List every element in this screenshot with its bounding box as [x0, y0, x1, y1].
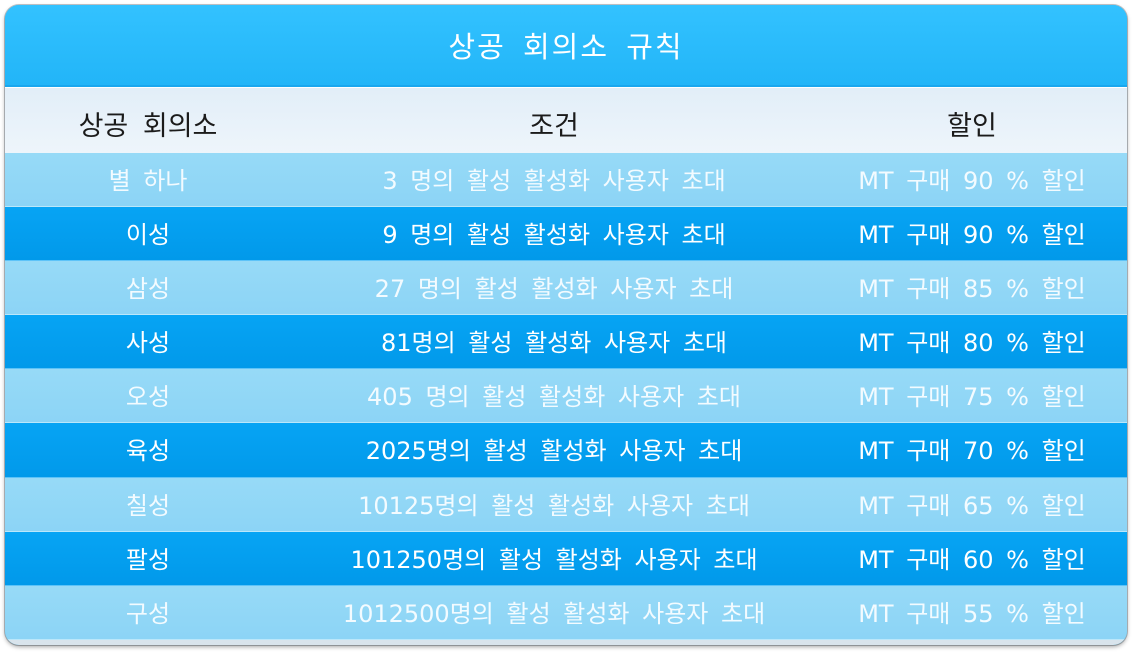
- page-title: 상공 회의소 규칙: [448, 30, 684, 64]
- table-row: 구성 1012500명의 활성 활성화 사용자 초대 MT 구매 55 % 할인: [5, 585, 1127, 640]
- title-bar: 상공 회의소 규칙: [5, 5, 1127, 87]
- table-body: 별 하나 3 명의 활성 활성화 사용자 초대 MT 구매 90 % 할인 이성…: [5, 153, 1127, 640]
- level-cell: 삼성: [125, 275, 171, 304]
- column-header-condition: 조건: [529, 111, 579, 142]
- table-row: 이성 9 명의 활성 활성화 사용자 초대 MT 구매 90 % 할인: [5, 207, 1127, 262]
- table-row: 별 하나 3 명의 활성 활성화 사용자 초대 MT 구매 90 % 할인: [5, 153, 1127, 208]
- table-row: 오성 405 명의 활성 활성화 사용자 초대 MT 구매 75 % 할인: [5, 369, 1127, 424]
- level-cell: 팔성: [125, 545, 171, 574]
- discount-cell: MT 구매 70 % 할인: [858, 437, 1086, 466]
- discount-cell: MT 구매 80 % 할인: [858, 329, 1086, 358]
- condition-cell: 405 명의 활성 활성화 사용자 초대: [367, 383, 741, 412]
- column-header-level: 상공 회의소: [78, 111, 218, 142]
- level-cell: 오성: [125, 383, 171, 412]
- level-cell: 이성: [125, 221, 171, 250]
- condition-cell: 2025명의 활성 활성화 사용자 초대: [365, 437, 743, 466]
- condition-cell: 81명의 활성 활성화 사용자 초대: [380, 329, 727, 358]
- card-bottom-edge: [5, 640, 1127, 645]
- condition-cell: 3 명의 활성 활성화 사용자 초대: [382, 167, 726, 195]
- table-header: 상공 회의소 조건 할인: [5, 87, 1127, 154]
- discount-cell: MT 구매 65 % 할인: [858, 491, 1086, 520]
- level-cell: 별 하나: [108, 167, 188, 195]
- condition-cell: 1012500명의 활성 활성화 사용자 초대: [342, 599, 766, 628]
- table-row: 칠성 10125명의 활성 활성화 사용자 초대 MT 구매 65 % 할인: [5, 477, 1127, 532]
- discount-cell: MT 구매 85 % 할인: [858, 275, 1086, 304]
- table-row: 육성 2025명의 활성 활성화 사용자 초대 MT 구매 70 % 할인: [5, 423, 1127, 478]
- condition-cell: 101250명의 활성 활성화 사용자 초대: [350, 545, 758, 574]
- discount-cell: MT 구매 75 % 할인: [858, 383, 1086, 412]
- discount-cell: MT 구매 90 % 할인: [858, 167, 1086, 195]
- level-cell: 육성: [125, 437, 171, 466]
- level-cell: 칠성: [125, 491, 171, 520]
- rules-card: 상공 회의소 규칙 상공 회의소 조건 할인 별 하나 3 명의 활성 활성화 …: [5, 5, 1127, 645]
- table-row: 사성 81명의 활성 활성화 사용자 초대 MT 구매 80 % 할인: [5, 315, 1127, 370]
- level-cell: 사성: [125, 329, 171, 358]
- discount-cell: MT 구매 60 % 할인: [858, 545, 1086, 574]
- discount-cell: MT 구매 55 % 할인: [858, 599, 1086, 628]
- condition-cell: 27 명의 활성 활성화 사용자 초대: [374, 275, 734, 304]
- table-row: 팔성 101250명의 활성 활성화 사용자 초대 MT 구매 60 % 할인: [5, 531, 1127, 586]
- column-header-discount: 할인: [947, 111, 997, 142]
- condition-cell: 9 명의 활성 활성화 사용자 초대: [382, 221, 726, 250]
- discount-cell: MT 구매 90 % 할인: [858, 221, 1086, 250]
- level-cell: 구성: [125, 599, 171, 628]
- table-row: 삼성 27 명의 활성 활성화 사용자 초대 MT 구매 85 % 할인: [5, 261, 1127, 316]
- condition-cell: 10125명의 활성 활성화 사용자 초대: [358, 491, 750, 520]
